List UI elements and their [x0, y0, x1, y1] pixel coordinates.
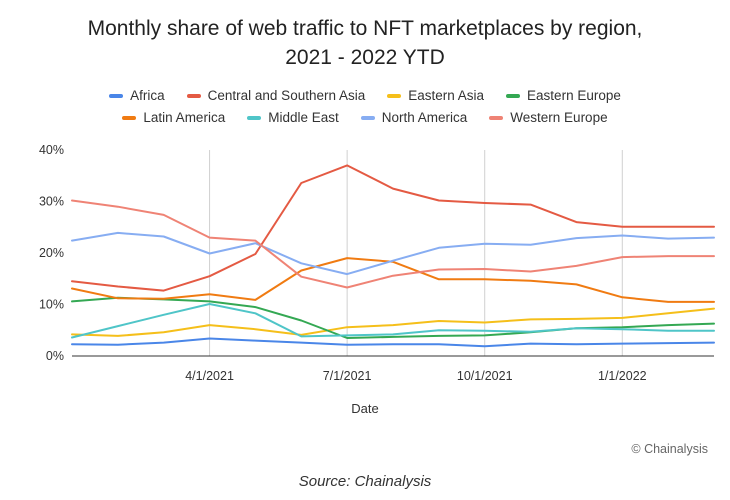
series-line-eastern-asia: [71, 307, 715, 337]
chart-title-line1: Monthly share of web traffic to NFT mark…: [87, 17, 643, 40]
series-line-eastern-europe: [71, 296, 715, 339]
series-line-central-and-southern-asia: [71, 164, 715, 292]
legend-label: Central and Southern Asia: [207, 88, 366, 103]
legend-item-western-europe: Western Europe: [489, 110, 608, 125]
legend-item-north-america: North America: [360, 110, 468, 125]
legend-swatch: [186, 93, 201, 98]
legend-swatch: [109, 93, 124, 98]
y-tick-label: 40%: [39, 143, 64, 157]
legend-item-middle-east: Middle East: [247, 110, 339, 125]
legend-swatch: [247, 115, 262, 120]
x-axis-title: Date: [351, 401, 379, 416]
legend-row-1: Africa Central and Southern Asia Eastern A…: [0, 88, 730, 103]
legend-swatch: [506, 93, 521, 98]
legend-label: Eastern Europe: [527, 88, 621, 103]
chainalysis-credit: © Chainalysis: [631, 442, 708, 456]
y-tick-label: 10%: [39, 298, 64, 312]
legend-swatch: [489, 115, 504, 120]
legend-label: Middle East: [268, 110, 339, 125]
series-line-latin-america: [71, 257, 715, 303]
y-tick-label: 0%: [46, 349, 64, 363]
chart-title: Monthly share of web traffic to NFT mark…: [0, 14, 730, 72]
y-tick-label: 20%: [39, 246, 64, 260]
series-line-north-america: [71, 231, 715, 276]
legend-swatch: [122, 115, 137, 120]
legend-label: Africa: [130, 88, 165, 103]
legend-swatch: [387, 93, 402, 98]
series-line-africa: [71, 337, 715, 348]
x-tick-label: 10/1/2021: [457, 369, 513, 383]
legend-label: North America: [381, 110, 468, 125]
legend-item-eastern-asia: Eastern Asia: [387, 88, 484, 103]
source-caption: Source: Chainalysis: [298, 473, 432, 490]
x-tick-label: 1/1/2022: [598, 369, 647, 383]
series-line-middle-east: [71, 303, 715, 339]
legend-row-2: Latin America Middle East North America Wes…: [0, 110, 730, 125]
legend-label: Western Europe: [510, 110, 608, 125]
legend-item-latin-america: Latin America: [122, 110, 225, 125]
legend-swatch: [360, 115, 375, 120]
legend-item-africa: Africa: [109, 88, 165, 103]
x-tick-label: 4/1/2021: [185, 369, 234, 383]
legend-label: Latin America: [143, 110, 226, 125]
chart-title-line2: 2021 - 2022 YTD: [285, 46, 445, 69]
series-line-western-europe: [71, 199, 715, 289]
legend-label: Eastern Asia: [408, 88, 485, 103]
legend-item-central-and-southern-asia: Central and Southern Asia: [186, 88, 366, 103]
legend-item-eastern-europe: Eastern Europe: [506, 88, 621, 103]
y-tick-label: 30%: [39, 195, 64, 209]
x-tick-label: 7/1/2021: [323, 369, 372, 383]
